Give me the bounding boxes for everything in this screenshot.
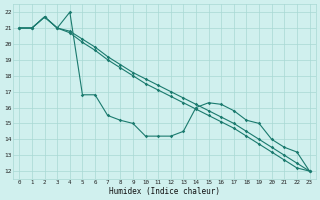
X-axis label: Humidex (Indice chaleur): Humidex (Indice chaleur) [109,187,220,196]
